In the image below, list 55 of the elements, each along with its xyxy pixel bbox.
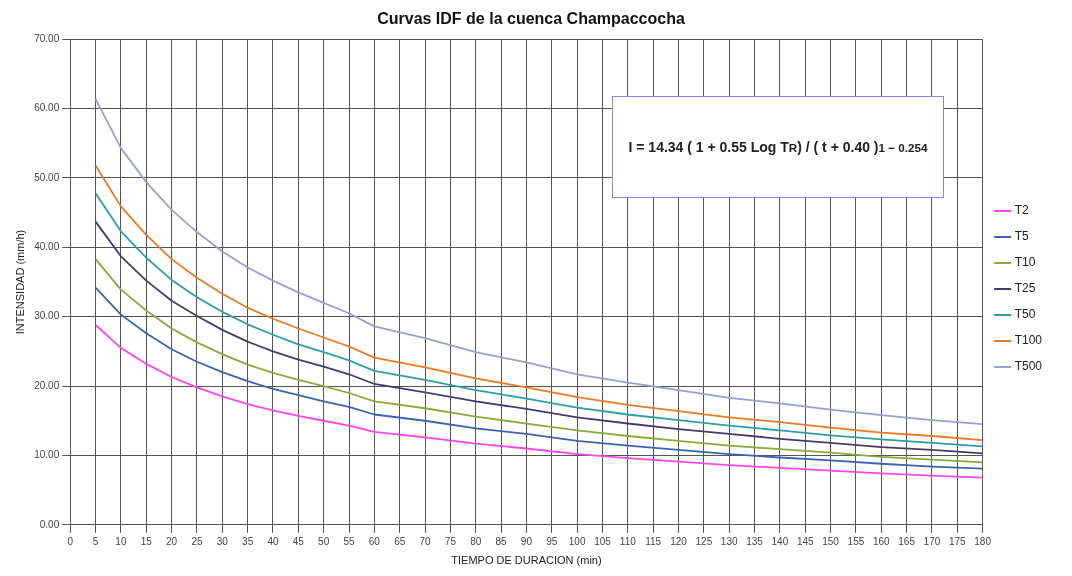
legend-label: T100 xyxy=(1014,333,1043,348)
x-tick-label: 180 xyxy=(974,535,992,547)
x-tick-label: 175 xyxy=(948,535,967,547)
legend-label: T50 xyxy=(1014,307,1036,322)
legend-label: T5 xyxy=(1014,229,1029,244)
x-tick-label: 70 xyxy=(419,535,432,547)
legend-label: T500 xyxy=(1014,359,1043,374)
y-tick-label: 20.00 xyxy=(34,379,60,391)
x-tick-label: 85 xyxy=(495,535,508,547)
x-tick-label: 120 xyxy=(670,535,688,547)
y-tick-label: 40.00 xyxy=(34,241,60,253)
x-axis-title: TIEMPO DE DURACION (min) xyxy=(451,554,602,567)
x-tick-label: 110 xyxy=(619,535,637,547)
x-tick-label: 25 xyxy=(191,535,203,547)
x-tick-label: 80 xyxy=(470,535,482,547)
x-tick-label: 0 xyxy=(67,535,74,547)
x-tick-label: 155 xyxy=(847,535,865,547)
x-tick-label: 5 xyxy=(92,535,99,547)
x-tick-label: 105 xyxy=(594,535,612,547)
x-tick-label: 125 xyxy=(695,535,713,547)
legend-label: T2 xyxy=(1014,203,1029,218)
y-tick-label: 0.00 xyxy=(39,518,60,530)
x-tick-label: 35 xyxy=(242,535,254,547)
x-tick-label: 160 xyxy=(872,535,891,547)
y-axis-title: INTENSIDAD (mm/h) xyxy=(13,229,26,335)
x-tick-label: 140 xyxy=(771,535,789,547)
x-tick-label: 55 xyxy=(343,535,356,547)
x-tick-label: 135 xyxy=(746,535,764,547)
x-tick-label: 15 xyxy=(140,535,153,547)
chart-title: Curvas IDF de la cuenca Champaccocha xyxy=(377,10,685,28)
x-tick-label: 50 xyxy=(318,535,330,547)
x-tick-label: 130 xyxy=(720,535,738,547)
x-tick-label: 145 xyxy=(796,535,815,547)
x-tick-label: 10 xyxy=(115,535,127,547)
legend-label: T10 xyxy=(1014,255,1036,270)
x-tick-label: 90 xyxy=(520,535,533,547)
x-tick-label: 40 xyxy=(267,535,279,547)
x-tick-label: 60 xyxy=(368,535,381,547)
x-tick-label: 65 xyxy=(394,535,406,547)
y-tick-label: 30.00 xyxy=(34,310,60,322)
y-tick-label: 60.00 xyxy=(34,102,60,114)
x-tick-label: 30 xyxy=(216,535,229,547)
x-tick-label: 95 xyxy=(546,535,558,547)
x-tick-label: 75 xyxy=(444,535,457,547)
x-tick-label: 115 xyxy=(645,535,662,547)
x-tick-label: 150 xyxy=(822,535,840,547)
x-tick-label: 165 xyxy=(898,535,916,547)
x-tick-label: 170 xyxy=(923,535,941,547)
y-tick-label: 10.00 xyxy=(34,449,60,461)
y-tick-label: 70.00 xyxy=(34,32,60,44)
y-tick-label: 50.00 xyxy=(34,171,60,183)
x-tick-label: 100 xyxy=(568,535,586,547)
x-tick-label: 20 xyxy=(166,535,178,547)
legend-label: T25 xyxy=(1014,281,1036,296)
x-tick-label: 45 xyxy=(292,535,305,547)
